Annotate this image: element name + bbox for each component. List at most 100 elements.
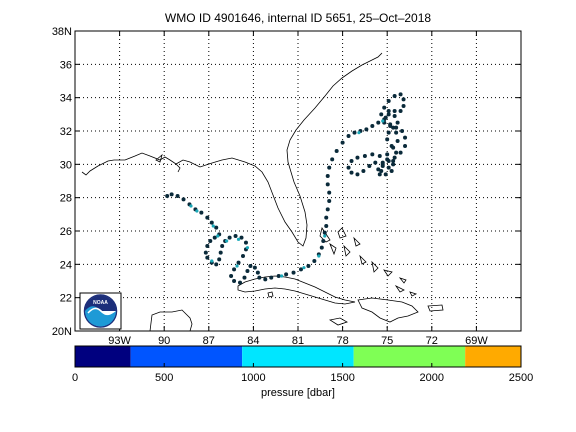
track-point (373, 160, 378, 165)
track-point (377, 154, 382, 158)
track-point (325, 207, 330, 212)
track-point (218, 250, 223, 255)
track-point (346, 134, 351, 138)
colorbar-tick-label: 500 (155, 372, 173, 384)
track-point (391, 145, 396, 150)
track-point (391, 162, 396, 167)
track-point (401, 97, 406, 102)
track-point (395, 139, 400, 143)
x-axis-ticks: 93W 90 87 84 81 78 75 72 69W (108, 31, 488, 347)
track-point (236, 260, 241, 265)
colorbar-tick-label: 0 (72, 372, 78, 384)
track-point (330, 157, 335, 162)
colorbar-label: pressure [dbar] (261, 387, 335, 399)
y-tick-label: 20N (52, 326, 72, 338)
track-point (392, 109, 397, 113)
track-point (392, 114, 397, 118)
track-point-highlight (211, 224, 215, 228)
track-point (340, 140, 345, 145)
track-point (205, 244, 210, 248)
track-point-highlight (210, 259, 214, 263)
track-point (391, 125, 396, 130)
track-point (325, 174, 330, 178)
track-point-highlight (189, 204, 193, 208)
x-tick-label: 93W (108, 335, 131, 347)
track-point (324, 215, 329, 220)
track-point (346, 165, 351, 170)
cuba-coastline (237, 275, 356, 305)
y-tick-label: 22 (60, 293, 72, 305)
track-point (242, 275, 247, 280)
track-point (380, 164, 385, 168)
track-point (205, 255, 210, 260)
track-point (386, 165, 391, 170)
track-point (255, 270, 260, 275)
track-point (385, 137, 390, 142)
track-point (383, 115, 388, 120)
track-point (232, 279, 237, 283)
colorbar-tick-label: 1500 (330, 372, 354, 384)
track-point (209, 220, 214, 225)
track-point (385, 152, 390, 157)
track-point (361, 169, 366, 173)
track-point (243, 240, 248, 245)
track-point (169, 192, 174, 197)
noaa-logo: NOAA (79, 292, 122, 330)
track-point (312, 259, 317, 263)
track-point (398, 92, 403, 97)
track-point (376, 120, 381, 125)
track-point (284, 272, 289, 277)
x-tick-label: 90 (158, 335, 170, 347)
track-point-highlight (323, 234, 327, 238)
track-point (220, 244, 225, 248)
track-point (240, 254, 245, 258)
y-tick-label: 30 (60, 159, 72, 171)
track-point (252, 265, 257, 270)
track-point (352, 130, 357, 135)
track-point (385, 157, 390, 162)
track-point (327, 165, 332, 170)
track-point-highlight (302, 266, 306, 270)
colorbar-tick-label: 2500 (509, 372, 533, 384)
track-point (214, 262, 219, 267)
track-point (327, 190, 332, 195)
track-point (205, 215, 210, 220)
track-point-highlight (236, 237, 241, 241)
track-point (388, 122, 393, 127)
float-track (165, 92, 408, 285)
track-point (325, 182, 330, 187)
track-point (212, 235, 217, 240)
track-point (229, 274, 234, 278)
track-point (386, 99, 391, 103)
track-point (355, 155, 360, 160)
chart-title: WMO ID 4901646, internal ID 5651, 25–Oct… (165, 11, 431, 25)
track-point (298, 267, 303, 272)
track-point (395, 120, 400, 125)
track-point (322, 230, 327, 235)
track-point (208, 239, 213, 243)
jamaica-coastline (328, 317, 348, 326)
track-point (383, 172, 388, 177)
track-point (401, 104, 406, 108)
track-point (398, 109, 403, 113)
track-point (367, 164, 372, 168)
y-tick-label: 34 (60, 93, 72, 105)
track-point (175, 194, 180, 198)
track-point (238, 280, 243, 285)
y-tick-label: 32 (60, 126, 72, 138)
x-tick-label: 81 (292, 335, 304, 347)
track-point (394, 150, 399, 155)
track-point (321, 239, 326, 243)
track-point (370, 152, 375, 157)
track-point (291, 270, 296, 275)
track-point-highlight (280, 274, 284, 278)
track-point (217, 257, 222, 262)
track-point (239, 235, 244, 240)
x-tick-label: 69W (465, 335, 488, 347)
track-point (391, 159, 396, 163)
track-point (379, 112, 384, 117)
noaa-logo-text: NOAA (93, 300, 108, 306)
track-point-highlight (317, 254, 321, 258)
colorbar-segment (242, 346, 354, 367)
